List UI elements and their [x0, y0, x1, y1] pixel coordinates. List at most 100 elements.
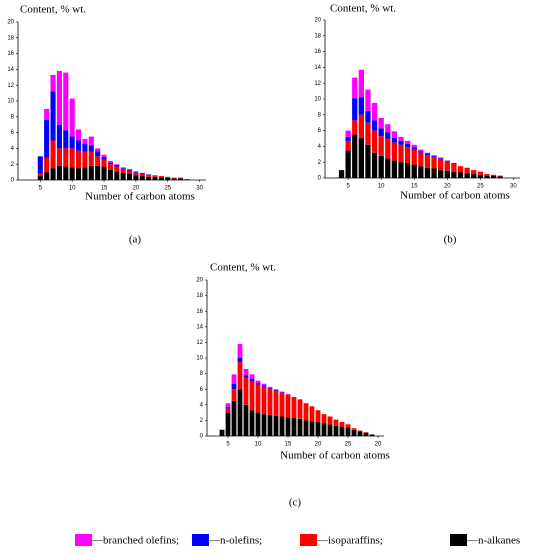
- bar-segment: [285, 417, 291, 436]
- bar-segment: [339, 421, 345, 427]
- y-tick-label: 18: [314, 33, 321, 39]
- bar-segment: [444, 160, 450, 162]
- bar-segment: [249, 374, 255, 380]
- bar-segment: [56, 124, 62, 149]
- bar-segment: [404, 162, 411, 178]
- bar-segment: [101, 166, 107, 180]
- bar-segment: [231, 400, 237, 436]
- y-tick-label: 6: [318, 128, 322, 134]
- caption: (b): [444, 234, 457, 246]
- bar-segment: [357, 431, 363, 436]
- x-tick-label: 15: [101, 186, 108, 192]
- y-tick-label: 2: [200, 418, 204, 424]
- bar-segment: [333, 425, 339, 436]
- bar-segment: [358, 138, 364, 178]
- bar-segment: [424, 153, 431, 156]
- bar-segment: [411, 164, 417, 178]
- bar-segment: [75, 168, 82, 180]
- caption: (c): [289, 497, 302, 509]
- bar-segment: [444, 161, 450, 171]
- legend-label: —isoparaffins;: [316, 535, 383, 547]
- x-tick-label: 5: [39, 186, 43, 192]
- bar-segment: [471, 170, 477, 175]
- bar-segment: [267, 387, 273, 389]
- bar-segment: [484, 174, 490, 176]
- x-tick-label: 20: [315, 442, 322, 448]
- bar-segment: [291, 397, 297, 419]
- bar-segment: [391, 137, 398, 143]
- bar-segment: [50, 140, 56, 169]
- chart-title: Content, % wt.: [20, 4, 86, 16]
- bar-segment: [345, 136, 351, 141]
- bar-segment: [255, 384, 261, 413]
- bar-segment: [385, 158, 391, 178]
- bar-segment: [50, 91, 56, 141]
- bar-segment: [438, 158, 444, 160]
- bar-segment: [345, 150, 351, 178]
- bar-segment: [371, 152, 378, 178]
- bar-segment: [285, 393, 291, 395]
- bar-segment: [411, 147, 417, 150]
- y-tick-label: 6: [200, 387, 204, 393]
- bar-segment: [171, 177, 177, 179]
- bar-segment: [285, 394, 291, 418]
- y-tick-label: 4: [318, 144, 322, 150]
- bar-segment: [44, 172, 50, 180]
- bar-segment: [243, 368, 249, 376]
- bar-segment: [152, 176, 158, 180]
- bar-segment: [95, 148, 101, 152]
- bar-segment: [321, 414, 327, 424]
- bar-segment: [158, 177, 164, 180]
- bar-segment: [120, 168, 126, 169]
- bar-segment: [95, 156, 101, 166]
- bar-segment: [431, 156, 437, 169]
- y-tick-label: 4: [11, 146, 15, 152]
- bar-segment: [303, 420, 309, 436]
- x-tick-label: 30: [196, 186, 203, 192]
- bar-segment: [327, 416, 333, 425]
- y-tick-label: 18: [196, 293, 203, 299]
- bar-segment: [249, 381, 255, 411]
- bar-segment: [107, 162, 113, 165]
- bar-segment: [358, 97, 364, 115]
- bar-segment: [351, 428, 357, 430]
- chart-title: Content, % wt.: [330, 3, 396, 15]
- bar-segment: [457, 166, 464, 173]
- caption: (a): [129, 234, 142, 246]
- bar-segment: [297, 399, 303, 419]
- bar-segment: [279, 393, 285, 417]
- bar-segment: [237, 343, 243, 358]
- x-tick-label: 15: [411, 184, 418, 190]
- x-tick-label: 25: [345, 442, 352, 448]
- bar-segment: [177, 178, 184, 180]
- bar-segment: [44, 157, 50, 173]
- y-tick-label: 6: [11, 130, 15, 136]
- legend-swatch: [450, 534, 467, 546]
- bar-segment: [398, 144, 404, 163]
- bar-segment: [146, 174, 152, 176]
- bar-segment: [371, 102, 378, 121]
- y-tick-label: 20: [196, 278, 203, 284]
- bar-segment: [133, 171, 139, 173]
- y-tick-label: 2: [11, 162, 15, 168]
- bar-segment: [231, 383, 237, 390]
- bar-segment: [37, 173, 43, 177]
- bar-segment: [404, 144, 411, 148]
- bar-segment: [63, 148, 69, 167]
- bar-segment: [451, 162, 457, 164]
- bar-segment: [321, 423, 327, 436]
- bar-segment: [82, 151, 88, 168]
- y-tick-label: 12: [314, 81, 321, 87]
- bar-segment: [126, 168, 133, 170]
- bar-segment: [231, 374, 237, 384]
- bar-segment: [378, 117, 384, 129]
- x-tick-label: 15: [285, 442, 292, 448]
- bar-segment: [261, 385, 267, 387]
- bar-segment: [411, 144, 417, 148]
- bar-segment: [255, 412, 261, 436]
- bar-segment: [451, 171, 457, 178]
- x-tick-label: 10: [378, 184, 385, 190]
- bar-segment: [477, 174, 483, 178]
- y-tick-label: 20: [7, 20, 14, 26]
